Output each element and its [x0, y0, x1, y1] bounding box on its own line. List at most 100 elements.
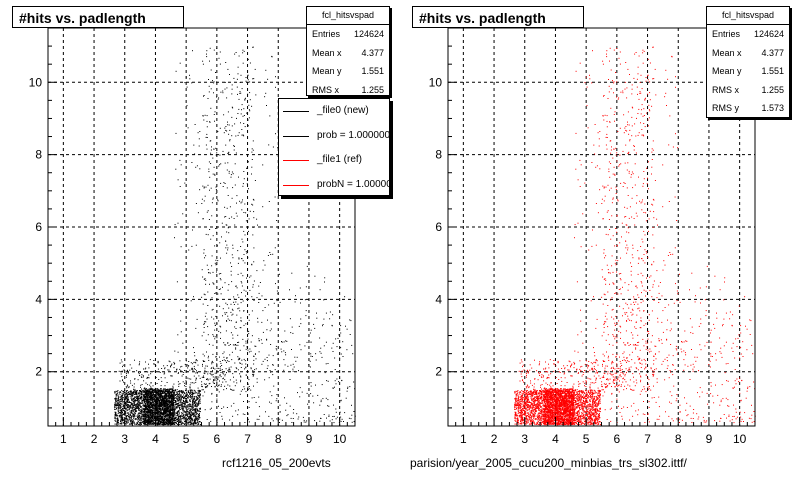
data-point — [138, 393, 140, 395]
data-point — [171, 413, 173, 415]
data-point — [174, 410, 176, 412]
data-point — [191, 423, 193, 425]
data-point — [161, 412, 163, 414]
data-point — [198, 423, 199, 425]
data-point — [217, 293, 219, 295]
data-point — [145, 412, 147, 414]
data-point — [117, 410, 119, 412]
data-point — [178, 405, 180, 407]
data-point — [136, 390, 138, 391]
data-point — [184, 385, 185, 387]
data-point — [127, 421, 129, 423]
data-point — [201, 335, 203, 337]
data-point — [156, 403, 158, 404]
data-point — [120, 422, 122, 424]
data-point — [222, 372, 224, 374]
data-point — [189, 404, 191, 406]
data-point — [147, 408, 148, 409]
data-point — [121, 390, 123, 392]
data-point — [151, 392, 153, 394]
data-point — [166, 407, 168, 409]
data-point — [124, 396, 126, 398]
data-point — [226, 361, 227, 363]
data-point — [125, 372, 127, 374]
data-point — [141, 393, 143, 395]
data-point — [163, 404, 165, 406]
data-point — [210, 373, 212, 375]
data-point — [209, 121, 210, 123]
data-point — [227, 152, 229, 154]
data-point — [159, 408, 161, 410]
data-point — [155, 405, 157, 407]
data-point — [247, 257, 249, 259]
data-point — [179, 411, 181, 413]
data-point — [121, 412, 123, 414]
data-point — [176, 395, 178, 397]
data-point — [164, 412, 166, 414]
data-point — [141, 407, 143, 409]
data-point — [169, 421, 171, 423]
data-point — [143, 391, 145, 393]
data-point — [211, 367, 212, 369]
data-point — [127, 415, 129, 417]
data-point — [119, 391, 121, 393]
data-point — [146, 419, 148, 421]
data-point — [172, 396, 174, 398]
data-point — [146, 395, 148, 397]
data-point — [166, 414, 168, 415]
data-point — [188, 378, 190, 380]
data-point — [170, 414, 172, 416]
data-point — [218, 385, 220, 387]
data-point — [216, 337, 218, 339]
data-point — [178, 410, 180, 411]
data-point — [121, 392, 123, 394]
data-point — [190, 418, 191, 420]
data-point — [125, 408, 127, 409]
data-point — [153, 423, 155, 425]
data-point — [236, 314, 238, 316]
data-point — [171, 408, 173, 410]
data-point — [128, 420, 130, 422]
data-point — [195, 411, 197, 412]
data-point — [230, 332, 232, 334]
data-point — [157, 368, 159, 370]
data-point — [157, 421, 159, 423]
data-point — [149, 393, 151, 395]
data-point — [169, 404, 171, 406]
data-point — [115, 395, 117, 397]
data-point — [140, 406, 142, 408]
data-point — [149, 396, 151, 397]
data-point — [125, 393, 127, 395]
data-point — [227, 249, 229, 251]
data-point — [163, 392, 165, 394]
data-point — [172, 403, 174, 405]
data-point — [177, 412, 178, 414]
data-point — [253, 78, 255, 80]
data-point — [234, 344, 236, 346]
data-point — [196, 413, 198, 415]
data-point — [189, 418, 191, 420]
data-point — [171, 414, 173, 416]
data-point — [160, 377, 162, 379]
data-point — [191, 391, 193, 393]
data-point — [163, 419, 165, 421]
data-point — [148, 411, 150, 413]
data-point — [183, 416, 185, 418]
data-point — [245, 212, 247, 214]
data-point — [159, 391, 161, 393]
data-point — [164, 392, 166, 394]
data-point — [169, 415, 171, 417]
data-point — [140, 420, 142, 421]
data-point — [133, 386, 135, 388]
data-point — [116, 391, 118, 393]
data-point — [114, 391, 116, 393]
data-point — [225, 62, 227, 63]
data-point — [120, 419, 122, 421]
data-point — [215, 292, 217, 294]
data-point — [193, 413, 195, 415]
data-point — [154, 412, 156, 414]
data-point — [120, 421, 121, 422]
data-point — [145, 395, 147, 397]
data-point — [146, 391, 148, 393]
data-point — [228, 361, 230, 362]
